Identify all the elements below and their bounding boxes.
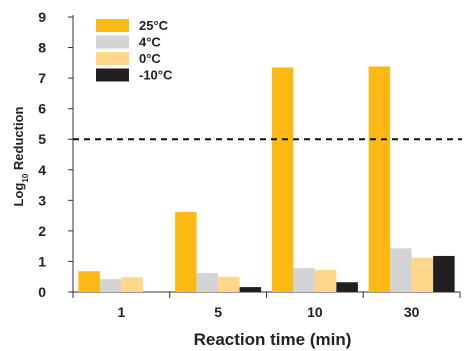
y-tick-label: 5 [38,131,46,147]
x-tick-label: 30 [404,304,420,320]
y-axis-title-rest: Reduction [11,106,26,173]
bar-0°C-10 [314,270,337,292]
x-tick-label: 1 [117,304,125,320]
bar--10°C-5 [239,287,262,292]
legend-swatch [96,19,129,32]
legend-label: 25°C [139,18,169,33]
bar-25°C-5 [175,211,197,292]
bar-4°C-1 [99,279,122,292]
x-axis: 1 5 10 30 [72,291,461,320]
legend-swatch [96,52,129,65]
bar--10°C-30 [433,255,455,292]
x-tick-label: 5 [214,304,222,320]
bar-0°C-5 [218,276,240,292]
bar-25°C-10 [271,67,294,293]
legend-label: -10°C [139,68,173,83]
x-axis-title: Reaction time (min) [194,330,352,349]
y-tick-label: 7 [38,70,46,86]
y-tick-label: 2 [38,223,46,239]
y-tick-label: 9 [38,9,46,25]
legend: 25°C 4°C0°C -10°C [96,18,173,83]
y-axis-title-subscript: 10 [21,173,30,182]
bar-4°C-30 [390,248,412,292]
legend-label: 4°C [139,35,161,50]
legend-swatch [96,68,129,82]
y-tick-label: 4 [38,162,46,178]
y-tick-label: 3 [38,192,46,208]
bar-25°C-30 [368,66,391,292]
y-axis: 0 1 2 3 4 5 6 7 8 9 [38,9,74,300]
x-tick-label: 10 [307,304,323,320]
legend-label: 0°C [139,51,161,66]
y-tick-label: 6 [38,101,46,117]
legend-swatch [96,35,129,49]
y-tick-label: 1 [38,253,46,269]
y-axis-title: Log10 Reduction [11,106,30,206]
y-tick-label: 8 [38,40,46,56]
bar-0°C-30 [411,257,434,292]
bar-4°C-5 [196,273,219,292]
bar-0°C-1 [121,277,143,292]
bar-4°C-10 [293,268,315,292]
y-tick-label: 0 [38,284,46,300]
bar--10°C-10 [336,282,358,292]
y-axis-title-main: Log [11,183,26,207]
bar-25°C-1 [78,271,100,292]
bars [78,66,455,293]
